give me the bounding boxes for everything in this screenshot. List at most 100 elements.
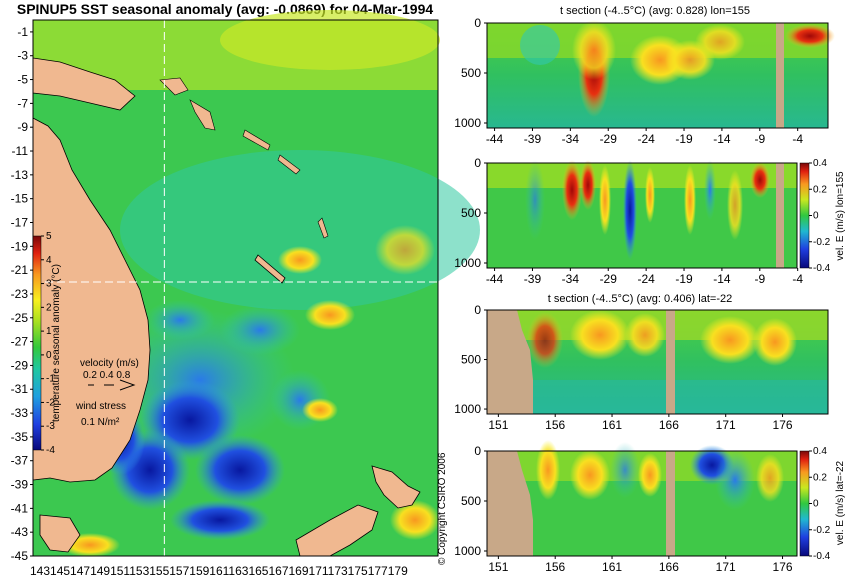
section-x-tick-label: 171: [716, 560, 736, 574]
section-x-tick-label: -39: [524, 132, 542, 146]
section-y-tick-label: 1000: [454, 256, 481, 270]
section-colorbar-tick-label: -0.4: [813, 263, 831, 274]
nz-north-island-land: [371, 465, 421, 509]
section-y-tick-label: 0: [474, 444, 481, 458]
section-y-tick-label: 500: [461, 494, 481, 508]
section-x-tick-label: 171: [716, 418, 736, 432]
tasmania-land: [39, 514, 81, 553]
section-x-tick-label: 151: [488, 560, 508, 574]
new-guinea-land: [32, 57, 136, 111]
map-colorbar-label: temperature seasonal anomaly (°C): [51, 264, 62, 422]
map-colorbar-tick-label: 0: [46, 350, 52, 361]
section-x-tick-label: 166: [659, 560, 679, 574]
section-x-tick-label: -29: [600, 272, 618, 286]
section1-axes: -44 -39 -34 -29 -24 -19 -14 -9 -4 0 500 1000: [454, 16, 803, 146]
section-colorbar-tick-label: 0.4: [813, 158, 827, 169]
section3-title: t section (-4..5°C) (avg: 0.406) lat=-22: [548, 293, 732, 305]
section-x-tick-label: -4: [792, 132, 803, 146]
section-y-tick-label: 0: [474, 16, 481, 30]
map-colorbar-tick-label: -2: [46, 397, 55, 408]
map-x-tick-labels: 1431451471491511531551571591611631651671…: [30, 564, 408, 578]
section-x-tick-label: -44: [486, 132, 504, 146]
section-x-tick-label: 161: [602, 418, 622, 432]
section-colorbar-tick-label: -0.2: [813, 237, 831, 248]
section-y-tick-label: 500: [461, 66, 481, 80]
section-colorbar-tick-label: -0.4: [813, 551, 831, 562]
section-x-tick-label: 161: [602, 560, 622, 574]
section-x-tick-label: -19: [675, 132, 693, 146]
section4-colorbar: 0.4 0.2 0 -0.2 -0.4 vel. E (m/s) lat=-22: [799, 446, 846, 562]
section-x-tick-label: -24: [637, 272, 655, 286]
section3-land: [487, 310, 533, 414]
section-y-tick-label: 1000: [454, 116, 481, 130]
map-y-tick-label: -7: [17, 96, 28, 110]
australia-land: [32, 117, 151, 483]
section4-colorbar-label: vel. E (m/s) lat=-22: [835, 460, 846, 545]
copyright: © Copyright CSIRO 2006: [437, 452, 448, 565]
map-y-tick-label: -45: [11, 549, 29, 563]
section-x-tick-label: 166: [659, 418, 679, 432]
section-y-tick-label: 0: [474, 156, 481, 170]
section-x-tick-label: -29: [600, 132, 618, 146]
map-y-tick-label: -41: [11, 501, 29, 515]
map-colorbar-tick-label: 3: [46, 279, 52, 290]
section-y-tick-label: 500: [461, 206, 481, 220]
section-colorbar-tick-label: 0: [813, 211, 819, 222]
section-colorbar-tick-label: 0.2: [813, 184, 827, 195]
section-x-tick-label: -19: [675, 272, 693, 286]
map-y-tick-label: -33: [11, 406, 29, 420]
section-x-tick-label: -44: [486, 272, 504, 286]
map-y-tick-label: -29: [11, 358, 29, 372]
map-colorbar-tick-label: 1: [46, 326, 52, 337]
map-y-tick-label: -11: [12, 144, 29, 158]
cold-eddies: [95, 300, 330, 540]
section-x-tick-label: 151: [488, 418, 508, 432]
map-y-tick-label: -25: [11, 311, 29, 325]
map-colorbar-tick-label: 4: [46, 255, 52, 266]
section-x-tick-label: 176: [773, 418, 793, 432]
map-y-axis: -1 -3 -5 -7 -9 -11 -13 -15 -17 -19 -21 -23 -25 -27 -29…: [11, 25, 33, 563]
section2-plot: [486, 160, 798, 269]
section-y-tick-label: 500: [461, 353, 481, 367]
map-plot: [32, 10, 480, 557]
section-x-tick-label: -14: [713, 132, 731, 146]
map-y-tick-label: -21: [11, 263, 29, 277]
map-y-tick-label: -31: [11, 382, 29, 396]
section2-colorbar-label: vel. E (m/s) lon=155: [835, 171, 846, 261]
map-colorbar-tick-label: -4: [46, 445, 55, 456]
map-colorbar-tick-label: 5: [46, 231, 52, 242]
map-y-tick-label: -15: [11, 192, 29, 206]
section-colorbar-tick-label: -0.2: [813, 525, 831, 536]
map-y-tick-label: -13: [11, 168, 29, 182]
map-y-tick-label: -1: [17, 25, 28, 39]
section1-land: [776, 23, 784, 128]
map-y-tick-label: -43: [11, 525, 29, 539]
map-y-tick-label: -19: [11, 239, 29, 253]
section-x-tick-label: -4: [792, 272, 803, 286]
section-y-tick-label: 1000: [454, 402, 481, 416]
wind-stress-label: wind stress: [75, 401, 126, 412]
section3-axes: 151 156 161 166 171 176 0 500 1000: [454, 303, 793, 432]
section4-plot: [486, 440, 798, 557]
section2-colorbar: 0.4 0.2 0 -0.2 -0.4 vel. E (m/s) lon=155: [799, 158, 846, 274]
map-y-tick-label: -3: [17, 49, 28, 63]
map-y-tick-label: -23: [11, 287, 29, 301]
section-colorbar-tick-label: 0: [813, 499, 819, 510]
map-y-tick-label: -37: [11, 454, 29, 468]
section-y-tick-label: 0: [474, 303, 481, 317]
wind-stress-scale: 0.1 N/m²: [81, 417, 120, 428]
map-y-tick-label: -39: [11, 478, 29, 492]
section-x-tick-label: 176: [773, 560, 793, 574]
velocity-label: velocity (m/s): [80, 358, 139, 369]
new-caledonia-land: [254, 254, 286, 284]
map-y-tick-label: -35: [11, 430, 29, 444]
section-colorbar-tick-label: 0.2: [813, 472, 827, 483]
map-y-tick-label: -5: [17, 73, 28, 87]
section4-axes: 151 156 161 166 171 176 0 500 1000: [454, 444, 793, 574]
velocity-scale: 0.2 0.4 0.8: [83, 370, 131, 381]
section-x-tick-label: -9: [754, 272, 765, 286]
map-vector-legend: velocity (m/s) 0.2 0.4 0.8 wind stress 0…: [75, 358, 139, 428]
section-x-tick-label: -34: [562, 132, 580, 146]
section1-plot: [486, 20, 835, 129]
map-y-tick-label: -9: [17, 120, 28, 134]
